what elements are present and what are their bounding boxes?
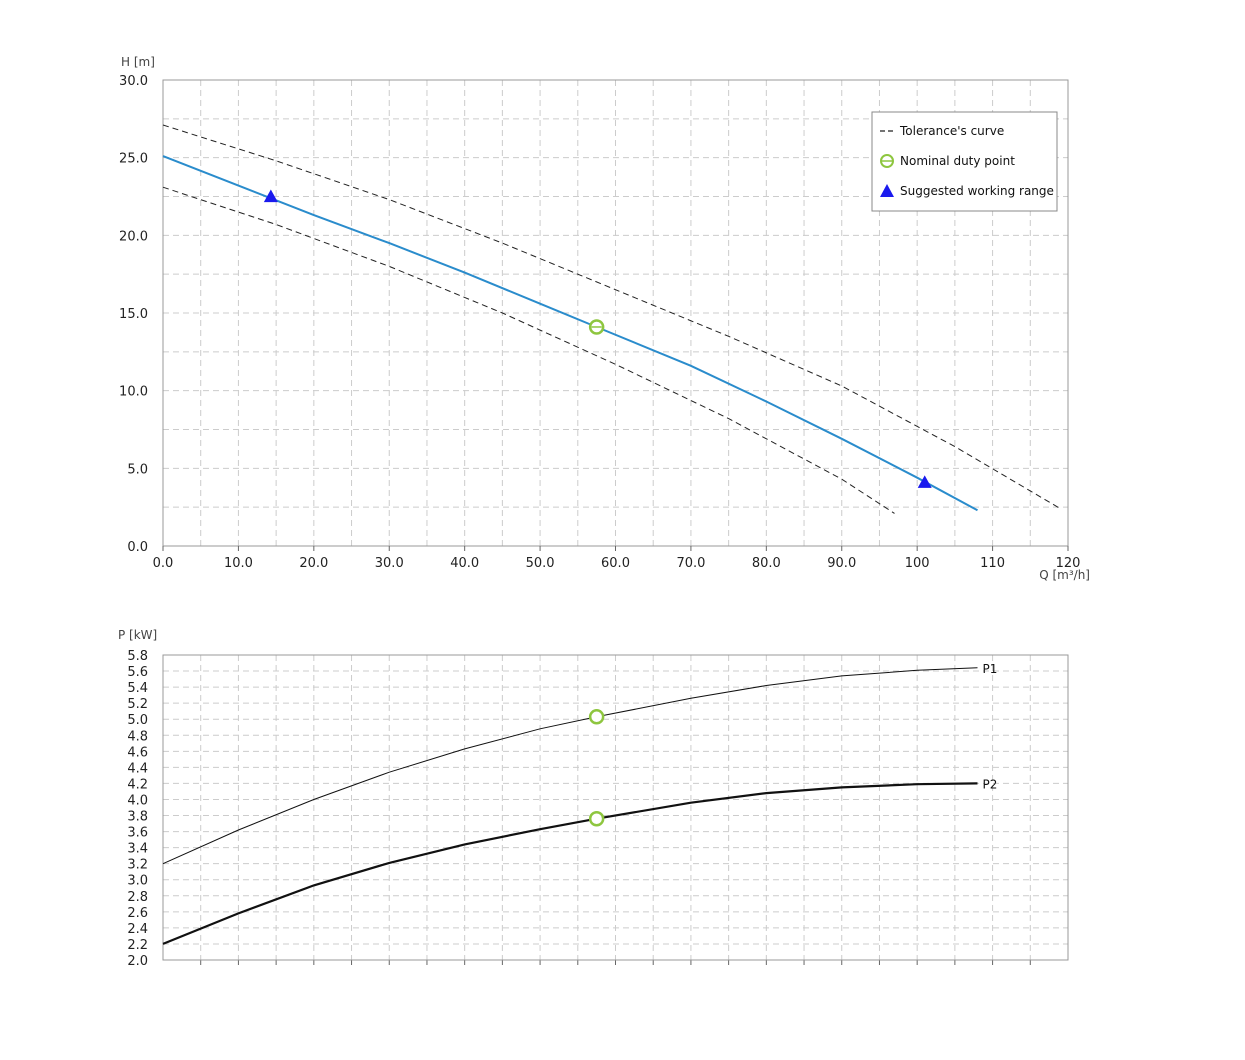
y-tick-label: 5.0	[127, 462, 148, 477]
x-tick-label: 80.0	[752, 556, 781, 571]
y-tick-label: 2.2	[127, 938, 148, 953]
y-tick-label: 5.2	[127, 697, 148, 712]
p2-curve-line	[162, 782, 978, 945]
y-tick-label: 4.4	[127, 761, 148, 776]
y-tick-label: 3.6	[127, 826, 148, 841]
legend-item-working-range: Suggested working range	[900, 184, 1054, 198]
y-tick-label: 3.2	[127, 858, 148, 873]
y-tick-label: 4.2	[127, 777, 148, 792]
head-curve-line	[162, 155, 978, 512]
x-tick-label: 40.0	[450, 556, 479, 571]
x-tick-label: 10.0	[224, 556, 253, 571]
y-tick-label: 10.0	[119, 385, 148, 400]
y-tick-label: 5.4	[127, 681, 148, 696]
x-tick-label: 60.0	[601, 556, 630, 571]
x-tick-label: 110	[980, 556, 1005, 571]
y-tick-label: 15.0	[119, 307, 148, 322]
legend-item-tolerance: Tolerance's curve	[899, 124, 1004, 138]
y-tick-label: 2.4	[127, 922, 148, 937]
y-axis-title: H [m]	[121, 55, 155, 69]
duty-point-marker	[588, 810, 605, 827]
x-tick-label: 100	[905, 556, 930, 571]
y-tick-label: 0.0	[127, 540, 148, 555]
x-tick-label: 30.0	[375, 556, 404, 571]
y-tick-label: 20.0	[119, 229, 148, 244]
legend-range-swatch	[880, 184, 894, 197]
plot-frame	[162, 654, 1069, 961]
x-tick-label: 120	[1056, 556, 1081, 571]
y-tick-label: 3.0	[127, 874, 148, 889]
x-axis-title: Q [m³/h]	[1039, 568, 1090, 582]
y-tick-label: 2.8	[127, 890, 148, 905]
y-tick-label: 25.0	[119, 152, 148, 167]
y-tick-label: 3.4	[127, 842, 148, 857]
tolerance-curve-line	[162, 186, 895, 514]
p2-curve-label: P2	[983, 777, 998, 791]
p1-curve-line	[162, 667, 978, 865]
y-axis-title: P [kW]	[118, 628, 157, 642]
y-tick-label: 3.8	[127, 810, 148, 825]
y-tick-label: 5.6	[127, 665, 148, 680]
working-range-marker	[917, 475, 932, 488]
x-tick-label: 50.0	[526, 556, 555, 571]
x-tick-label: 90.0	[827, 556, 856, 571]
y-tick-label: 5.8	[127, 649, 148, 664]
y-tick-label: 2.6	[127, 906, 148, 921]
legend-box	[871, 111, 1058, 212]
x-tick-label: 0.0	[153, 556, 174, 571]
y-tick-label: 4.0	[127, 793, 148, 808]
y-tick-label: 30.0	[119, 74, 148, 89]
x-tick-label: 70.0	[676, 556, 705, 571]
y-tick-label: 4.6	[127, 745, 148, 760]
duty-point-marker	[588, 709, 605, 725]
tolerance-curve-line	[162, 124, 1061, 510]
x-tick-label: 20.0	[299, 556, 328, 571]
y-tick-label: 2.0	[127, 954, 148, 969]
legend-item-duty-point: Nominal duty point	[900, 154, 1015, 168]
y-tick-label: 4.8	[127, 729, 148, 744]
p1-curve-label: P1	[983, 662, 998, 676]
y-tick-label: 5.0	[127, 713, 148, 728]
working-range-marker	[263, 189, 278, 203]
